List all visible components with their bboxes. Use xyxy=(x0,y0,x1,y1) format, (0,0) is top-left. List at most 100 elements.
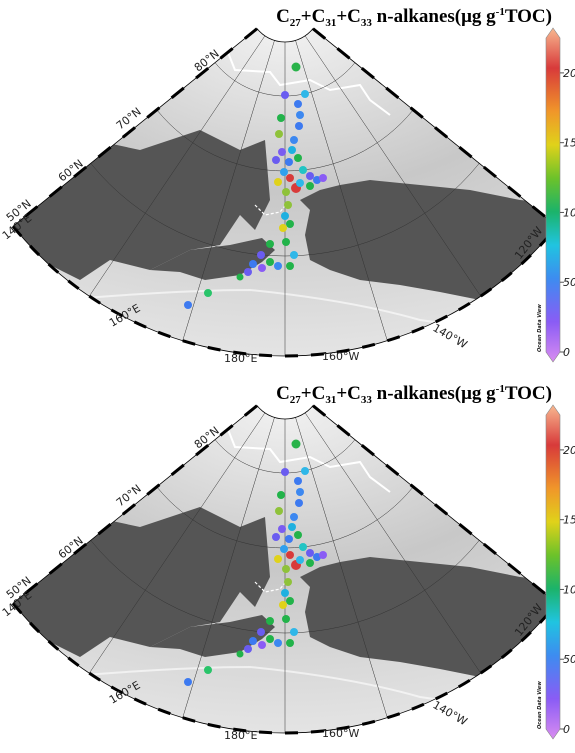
meridian xyxy=(304,35,481,297)
station xyxy=(288,523,296,531)
station xyxy=(294,100,302,108)
station xyxy=(286,639,294,647)
title-part: 31 xyxy=(325,17,336,29)
title-part: 27 xyxy=(290,394,302,406)
colorbar xyxy=(545,27,561,363)
title-part: -1 xyxy=(496,6,505,18)
colorbar-tick-label: 0 xyxy=(563,723,570,736)
station xyxy=(282,238,290,246)
station xyxy=(277,114,285,122)
station xyxy=(236,273,244,281)
longitude-label: 160°W xyxy=(322,350,359,363)
title-part: C xyxy=(276,383,290,404)
colorbar-tick-label: 0 xyxy=(563,346,570,359)
station xyxy=(279,224,287,232)
map-title: C27+C31+C33 n-alkanes(μg g-1TOC) xyxy=(276,383,552,406)
station xyxy=(282,615,290,623)
station xyxy=(295,499,303,507)
longitude-label: 180°E xyxy=(224,729,257,742)
station xyxy=(294,531,302,539)
station xyxy=(266,635,274,643)
station xyxy=(281,91,289,99)
station xyxy=(294,154,302,162)
station xyxy=(290,513,298,521)
parallel xyxy=(90,540,480,634)
station xyxy=(184,678,192,686)
station xyxy=(272,533,280,541)
station xyxy=(184,301,192,309)
station xyxy=(319,551,327,559)
station xyxy=(296,179,304,187)
meridian xyxy=(295,40,388,341)
title-part: +C xyxy=(301,6,326,27)
station xyxy=(249,260,257,268)
station xyxy=(275,507,283,515)
station xyxy=(282,565,290,573)
station xyxy=(257,628,265,636)
meridian xyxy=(304,412,481,674)
land-chukotka xyxy=(150,615,275,657)
meridian xyxy=(182,40,275,341)
station xyxy=(257,251,265,259)
title-part: C xyxy=(276,6,290,27)
colorbar-tick-label: 200 xyxy=(563,444,575,457)
station xyxy=(296,488,304,496)
longitude-label: 160°W xyxy=(322,727,359,740)
ice-edge xyxy=(224,44,391,116)
station xyxy=(282,188,290,196)
station xyxy=(244,645,252,653)
station xyxy=(258,264,266,272)
title-part: 31 xyxy=(325,394,336,406)
title-part: TOC) xyxy=(505,6,552,27)
station xyxy=(286,262,294,270)
colorbar-tick-label: 50 xyxy=(563,276,575,289)
longitude-label: 180°E xyxy=(224,352,257,365)
station xyxy=(290,628,298,636)
meridian xyxy=(182,417,275,718)
station xyxy=(295,122,303,130)
station xyxy=(274,639,282,647)
station xyxy=(284,201,292,209)
station xyxy=(290,136,298,144)
title-part: -1 xyxy=(496,383,505,395)
odv-credit: Ocean Data View xyxy=(537,681,543,729)
station xyxy=(290,251,298,259)
title-part: +C xyxy=(336,6,361,27)
title-part: TOC) xyxy=(505,383,552,404)
frame xyxy=(12,28,558,357)
title-part: n-alkanes(μg g xyxy=(372,383,496,404)
station xyxy=(284,578,292,586)
station xyxy=(280,168,288,176)
station xyxy=(285,158,293,166)
station xyxy=(294,477,302,485)
longitude-label: 140°W xyxy=(431,698,470,728)
station xyxy=(306,182,314,190)
colorbar xyxy=(545,404,561,740)
colorbar-tick-label: 100 xyxy=(563,583,575,596)
title-part: +C xyxy=(336,383,361,404)
station xyxy=(299,166,307,174)
station xyxy=(291,62,301,72)
meridian xyxy=(89,412,266,674)
map-content xyxy=(12,405,558,733)
station xyxy=(301,90,309,98)
station xyxy=(278,148,286,156)
station xyxy=(296,111,304,119)
title-part: n-alkanes(μg g xyxy=(372,6,496,27)
station xyxy=(306,559,314,567)
station xyxy=(286,174,294,182)
station xyxy=(266,258,274,266)
frame xyxy=(12,405,558,734)
station xyxy=(286,551,294,559)
station xyxy=(299,543,307,551)
station xyxy=(204,289,212,297)
station xyxy=(274,555,282,563)
station xyxy=(286,220,294,228)
station xyxy=(281,468,289,476)
station xyxy=(274,262,282,270)
station xyxy=(266,617,274,625)
station xyxy=(296,556,304,564)
